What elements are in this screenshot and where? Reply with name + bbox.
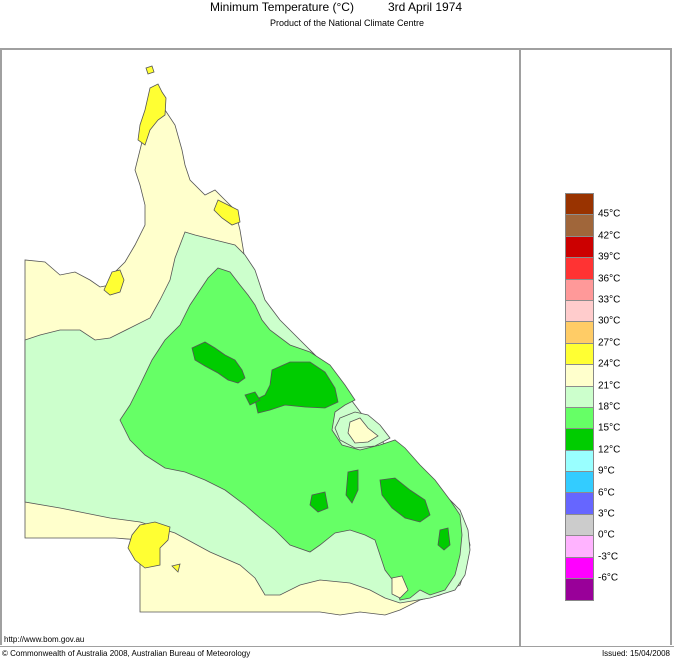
map-frame — [0, 48, 672, 645]
legend-label: 30°C — [598, 315, 621, 327]
region-21-24-coastal-inner — [347, 417, 379, 444]
legend-label: 21°C — [598, 380, 621, 392]
legend-label: 45°C — [598, 208, 621, 220]
region-24-27-cape — [137, 83, 167, 146]
legend-swatch — [566, 300, 593, 323]
region-12-15-e — [345, 469, 359, 504]
legend-label: -3°C — [598, 551, 619, 563]
legend-label: -6°C — [598, 572, 619, 584]
frame-bottom-border — [0, 646, 674, 647]
legend-divider — [519, 48, 521, 646]
region-21-24-se — [391, 575, 409, 599]
legend-label: 12°C — [598, 444, 621, 456]
legend-swatch — [566, 579, 593, 601]
legend-label: 27°C — [598, 337, 621, 349]
legend-swatch — [566, 258, 593, 280]
legend-label: 9°C — [598, 465, 615, 477]
temperature-map — [24, 65, 471, 616]
legend-swatch — [566, 493, 593, 515]
legend-swatch — [566, 236, 593, 259]
issued-date: Issued: 15/04/2008 — [601, 649, 670, 658]
source-link[interactable]: http://www.bom.gov.au — [4, 635, 85, 644]
date-text: 3rd April 1974 — [388, 0, 463, 14]
legend-label: 18°C — [598, 401, 621, 413]
legend-label: 42°C — [598, 230, 621, 242]
legend-swatch — [566, 343, 593, 366]
region-24-27-small — [171, 563, 181, 573]
legend-swatch — [566, 514, 593, 537]
region-12-15-a — [191, 341, 246, 384]
copyright-text: © Commonwealth of Australia 2008, Austra… — [2, 649, 251, 658]
legend-swatch — [566, 472, 593, 494]
legend-label: 36°C — [598, 273, 621, 285]
region-12-15-f — [309, 491, 329, 513]
legend-swatch — [566, 407, 593, 430]
map-title: Minimum Temperature (°C) 3rd April 1974 — [210, 0, 462, 14]
legend-label: 15°C — [598, 422, 621, 434]
region-24-27-southwest — [127, 521, 171, 569]
legend-swatch — [566, 450, 593, 473]
legend-label: 39°C — [598, 251, 621, 263]
legend-label: 3°C — [598, 508, 615, 520]
legend-swatch — [566, 194, 593, 216]
legend-label: 24°C — [598, 358, 621, 370]
region-24-27-east — [213, 199, 241, 226]
color-legend — [565, 193, 594, 602]
subtitle: Product of the National Climate Centre — [269, 18, 425, 28]
legend-label: 33°C — [598, 294, 621, 306]
legend-swatch — [566, 557, 593, 580]
legend-swatch — [566, 215, 593, 237]
legend-swatch — [566, 365, 593, 387]
region-12-15-g — [437, 527, 451, 551]
region-12-15-d — [379, 477, 431, 523]
legend-label: 0°C — [598, 529, 615, 541]
legend-swatch — [566, 322, 593, 344]
region-24-27-island — [145, 65, 155, 75]
title-text: Minimum Temperature (°C) — [210, 0, 354, 14]
legend-swatch — [566, 536, 593, 558]
legend-swatch — [566, 279, 593, 301]
legend-swatch — [566, 386, 593, 408]
legend-swatch — [566, 429, 593, 451]
region-24-27-gulf — [103, 269, 125, 296]
legend-label: 6°C — [598, 487, 615, 499]
region-12-15-c — [244, 391, 261, 406]
region-12-15-b — [254, 361, 339, 414]
